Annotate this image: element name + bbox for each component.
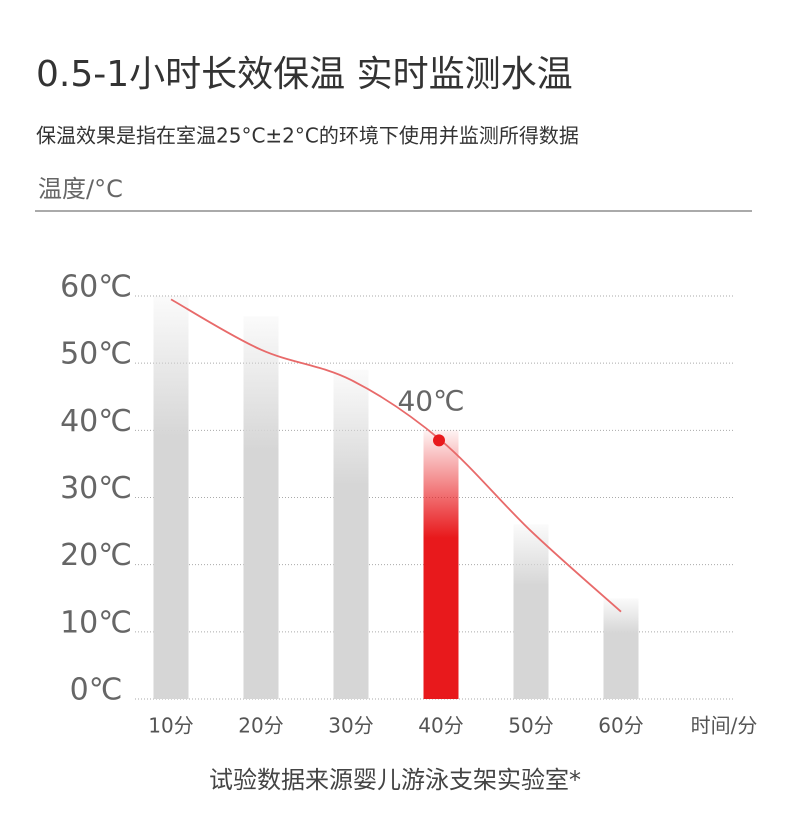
- annotation: 40℃: [397, 384, 464, 417]
- bar: [603, 598, 639, 699]
- y-tick-label: 20℃: [60, 538, 132, 573]
- bar: [153, 296, 189, 699]
- y-tick-label: 50℃: [60, 337, 132, 372]
- x-tick-label: 30分: [328, 714, 373, 738]
- bar: [513, 524, 549, 699]
- title: 0.5-1小时长效保温 实时监测水温: [36, 54, 573, 95]
- y-tick-label: 60℃: [60, 270, 132, 305]
- temperature-line: [170, 298, 622, 613]
- y-tick-label: 10℃: [60, 605, 132, 640]
- bar: [423, 430, 459, 699]
- y-axis-label: 温度/°C: [38, 175, 123, 203]
- x-tick-label: 50分: [508, 714, 553, 738]
- x-tick-label: 10分: [148, 714, 193, 738]
- footnote: 试验数据来源婴儿游泳支架实验室*: [209, 766, 581, 794]
- y-tick-label: 40℃: [60, 404, 132, 439]
- bar: [333, 369, 369, 699]
- bar: [243, 316, 279, 699]
- y-tick-label: 30℃: [60, 471, 132, 506]
- subtitle: 保温效果是指在室温25°C±2°C的环境下使用并监测所得数据: [36, 124, 579, 148]
- y-tick-label: 0℃: [70, 673, 123, 708]
- x-axis-label: 时间/分: [691, 714, 758, 738]
- x-tick-label: 60分: [598, 714, 643, 738]
- x-tick-label: 20分: [238, 714, 283, 738]
- x-tick-label: 40分: [418, 714, 463, 738]
- highlight-dot: [433, 434, 445, 447]
